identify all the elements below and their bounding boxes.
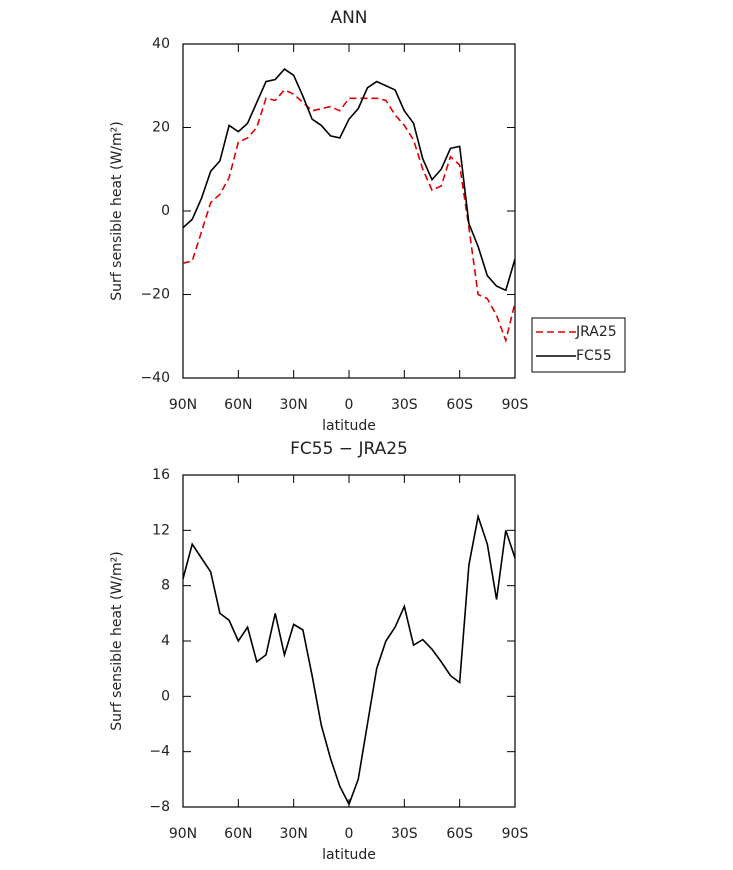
x-tick-label: 90N (169, 397, 197, 413)
x-tick-label: 30S (391, 826, 418, 842)
y-tick-label: −40 (140, 370, 170, 386)
x-tick-label: 90S (502, 397, 529, 413)
y-tick-label: 4 (161, 633, 170, 649)
data-line (182, 67, 516, 292)
y-tick-label: −4 (149, 744, 170, 760)
y-tick-label: 12 (152, 522, 170, 538)
y-tick-label: 16 (152, 467, 170, 483)
y-tick-label: −20 (140, 287, 170, 303)
legend-label: FC55 (576, 348, 612, 364)
data-line (182, 88, 516, 344)
plot-frame (182, 474, 516, 808)
x-axis-label: latitude (322, 847, 376, 863)
plot-frame (182, 43, 516, 379)
x-axis-label: latitude (322, 418, 376, 434)
y-axis-label: Surf sensible heat (W/m²) (109, 121, 125, 300)
y-tick-label: 40 (152, 36, 170, 52)
y-tick-label: 20 (152, 120, 170, 136)
x-tick-label: 0 (345, 826, 354, 842)
x-tick-label: 30N (280, 397, 308, 413)
y-tick-label: 0 (161, 203, 170, 219)
y-tick-label: 8 (161, 578, 170, 594)
x-tick-label: 60S (446, 397, 473, 413)
chart-title: ANN (330, 8, 367, 28)
x-tick-label: 60S (446, 826, 473, 842)
data-line (182, 513, 516, 807)
x-tick-label: 60N (224, 826, 252, 842)
x-tick-label: 0 (345, 397, 354, 413)
y-tick-label: 0 (161, 688, 170, 704)
x-tick-label: 30N (280, 826, 308, 842)
x-tick-label: 30S (391, 397, 418, 413)
y-tick-label: −8 (149, 799, 170, 815)
chart-title: FC55 − JRA25 (290, 439, 408, 459)
x-tick-label: 90N (169, 826, 197, 842)
y-axis-label: Surf sensible heat (W/m²) (109, 551, 125, 730)
legend-label: JRA25 (575, 324, 617, 340)
legend-box (531, 317, 626, 373)
x-tick-label: 60N (224, 397, 252, 413)
x-tick-label: 90S (502, 826, 529, 842)
